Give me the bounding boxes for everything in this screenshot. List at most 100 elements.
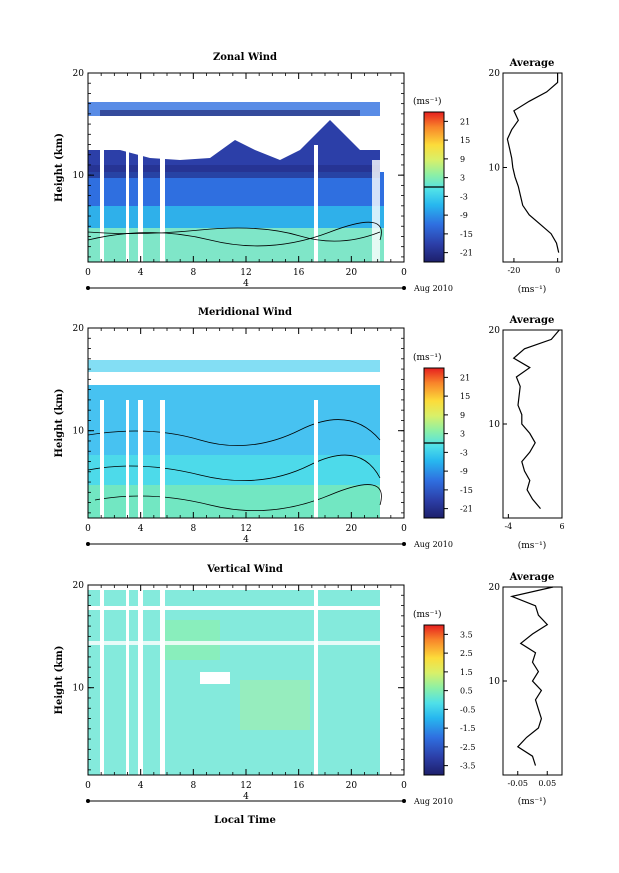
y-axis-label: Height (km) [54,646,65,715]
colorbar-tick-label: 3 [460,430,465,439]
y-tick-label: 20 [73,324,85,334]
date-bar-start [86,286,90,290]
colorbar-tick-label: 15 [460,392,470,401]
meridional-profile-unit: (ms⁻¹) [518,540,547,551]
vertical-heatmap [87,584,405,776]
profile-x-tick-label: -20 [507,266,520,275]
profile-y-tick-label: 20 [489,583,501,593]
date-day-label: 4 [243,792,249,802]
profile-x-tick-label: -0.05 [507,779,528,788]
colorbar-tick-label: -3 [460,448,468,457]
y-tick-label: 20 [73,581,85,591]
x-tick-label: 20 [346,268,358,278]
x-tick-label: 20 [346,524,358,534]
date-day-label: 4 [243,279,249,289]
x-axis-label: Local Time [214,815,276,826]
colorbar-tick-label: 21 [460,117,470,126]
profile-y-tick-label: 20 [489,69,501,79]
vertical-axes: 10 20 0 4 8 12 16 20 0 4 Aug 2010 Height (km) [54,581,453,806]
x-tick-label: 0 [85,524,91,534]
vertical-profile: 10 20 -0.05 0.05 [489,583,563,788]
zonal-axes: 10 20 0 4 8 12 16 20 0 4 Aug 2010 Height (km) [54,69,453,293]
x-tick-label: 0 [401,781,407,791]
colorbar-tick-label: -3.5 [460,762,475,771]
colorbar-tick-label: -15 [460,230,473,239]
zonal-heatmap [87,72,405,263]
y-tick-label: 20 [73,69,85,79]
colorbar-tick-label: 0.5 [460,687,473,696]
colorbar-tick-label: 3 [460,174,465,183]
meridional-axes: 10 20 0 4 8 12 16 20 0 4 Aug 2010 Height (km) [54,324,453,549]
colorbar-tick-label: 21 [460,373,470,382]
x-tick-label: 8 [190,781,196,791]
vertical-colorbar [423,624,445,776]
date-month-label: Aug 2010 [413,284,453,293]
y-tick-label: 10 [73,171,85,181]
zonal-profile-unit: (ms⁻¹) [518,284,547,295]
x-tick-label: 4 [138,268,144,278]
x-tick-label: 4 [138,781,144,791]
date-month-label: Aug 2010 [413,540,453,549]
zonal-profile: 10 20 -20 0 [489,69,563,275]
y-axis-label: Height (km) [54,389,65,458]
profile-y-tick-label: 20 [489,326,501,336]
meridional-title: Meridional Wind [198,307,292,318]
meridional-colorbar-unit: (ms⁻¹) [413,352,442,363]
meridional-profile-title: Average [509,315,555,326]
y-axis-label: Height (km) [54,133,65,202]
y-tick-label: 10 [73,427,85,437]
date-day-label: 4 [243,535,249,545]
profile-y-tick-label: 10 [489,164,501,174]
profile-x-tick-label: 6 [559,522,564,531]
date-bar-end [402,286,406,290]
colorbar-tick-label: -15 [460,486,473,495]
panel-vertical: Vertical Wind 10 20 0 4 8 12 16 20 0 4 Aug 2010 Hei… [54,564,563,826]
vertical-profile-unit: (ms⁻¹) [518,796,547,807]
colorbar-tick-label: -21 [460,249,473,258]
x-tick-label: 16 [293,781,305,791]
vertical-title: Vertical Wind [206,564,283,575]
colorbar-tick-label: 9 [460,411,465,420]
x-tick-label: 16 [293,268,305,278]
y-tick-label: 10 [73,684,85,694]
x-tick-label: 20 [346,781,358,791]
x-tick-label: 0 [401,524,407,534]
zonal-profile-title: Average [509,58,555,69]
zonal-colorbar-ticks: 21 15 9 3 -3 -9 -15 -21 [444,117,473,258]
colorbar-tick-label: 2.5 [460,649,473,658]
colorbar-tick-label: -9 [460,467,468,476]
zonal-colorbar-unit: (ms⁻¹) [413,96,442,107]
date-bar-start [86,799,90,803]
x-tick-label: 8 [190,268,196,278]
x-tick-label: 12 [240,781,251,791]
colorbar-tick-label: 1.5 [460,668,473,677]
profile-y-tick-label: 10 [489,420,501,430]
panel-meridional: Meridional Wind 10 20 0 4 8 12 16 20 0 4 Aug 2010 H… [54,307,565,551]
x-tick-label: 12 [240,268,251,278]
x-tick-label: 8 [190,524,196,534]
profile-line [512,329,560,509]
colorbar-tick-label: -21 [460,505,473,514]
x-tick-label: 0 [85,268,91,278]
profile-x-tick-label: 0 [555,266,560,275]
colorbar-tick-label: 9 [460,155,465,164]
x-tick-label: 16 [293,524,305,534]
meridional-colorbar-ticks: 21 15 9 3 -3 -9 -15 -21 [444,373,473,514]
profile-line [506,73,560,253]
colorbar-tick-label: -3 [460,192,468,201]
date-bar-start [86,542,90,546]
x-tick-label: 0 [85,781,91,791]
zonal-title: Zonal Wind [213,52,277,63]
profile-y-tick-label: 10 [489,677,501,687]
meridional-colorbar [423,367,445,519]
vertical-colorbar-unit: (ms⁻¹) [413,609,442,620]
meridional-profile: 10 20 -4 6 [489,326,565,531]
colorbar-tick-label: -1.5 [460,724,475,733]
date-bar-end [402,542,406,546]
x-tick-label: 4 [138,524,144,534]
date-bar-end [402,799,406,803]
vertical-colorbar-ticks: 3.5 2.5 1.5 0.5 -0.5 -1.5 -2.5 -3.5 [444,630,475,771]
x-tick-label: 12 [240,524,251,534]
colorbar-tick-label: -9 [460,211,468,220]
